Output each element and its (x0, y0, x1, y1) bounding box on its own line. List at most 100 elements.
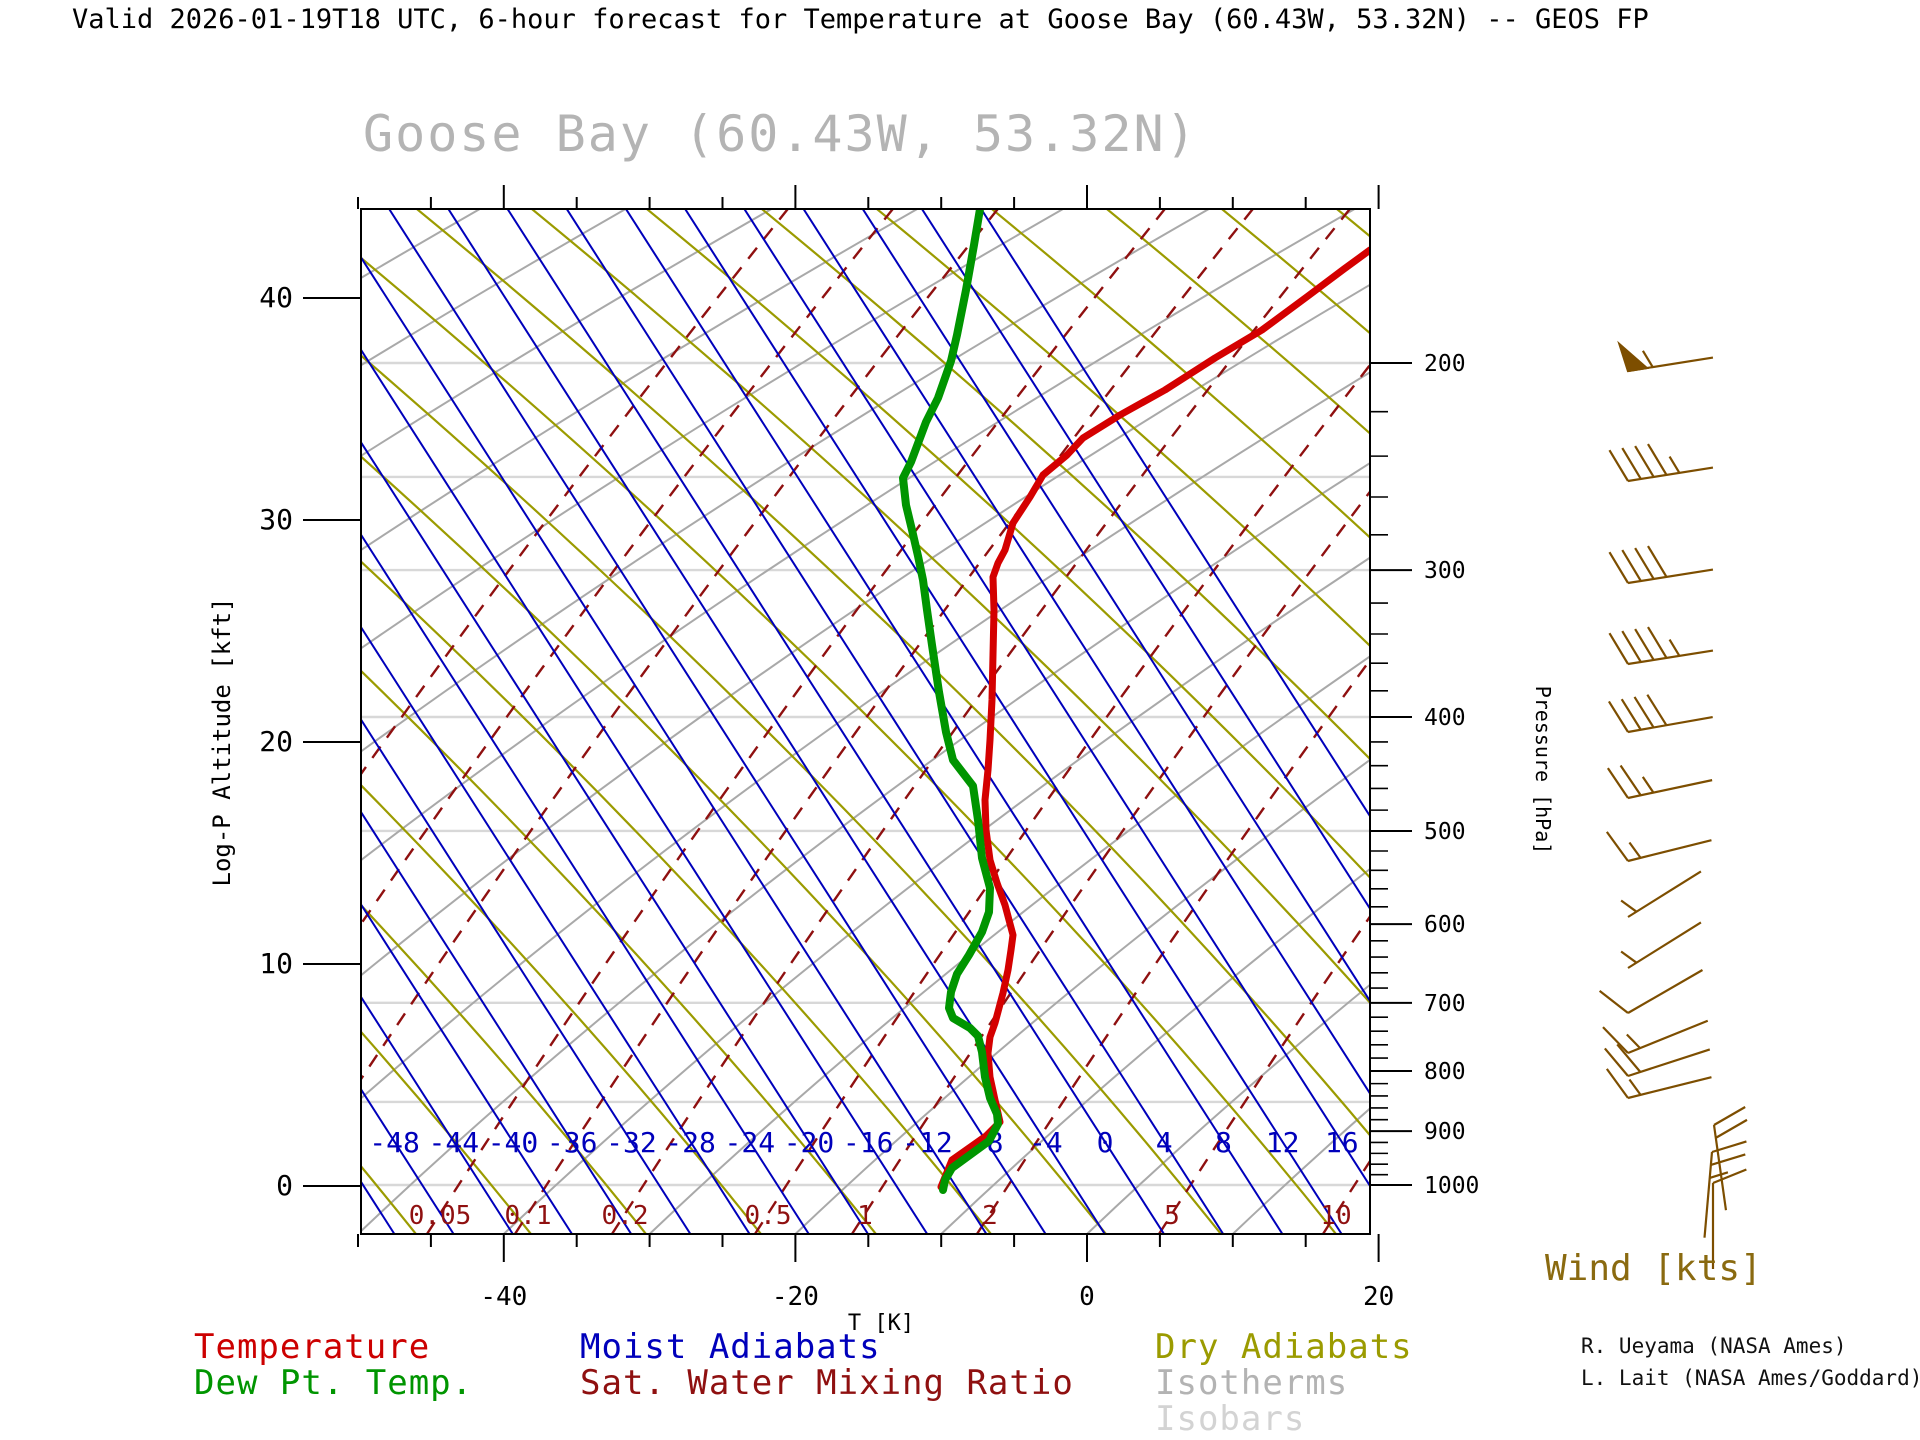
moist-adiabat-value-label: 12 (1266, 1126, 1300, 1159)
wind-units-label: Wind [kts] (1545, 1248, 1762, 1289)
mixing-ratio-line (425, 209, 1167, 1234)
right-axis-tick-label: 800 (1424, 1059, 1466, 1085)
wind-barb (1605, 831, 1712, 863)
isotherm-line (1086, 983, 1370, 1234)
mixing-ratio-value-label: 10 (1320, 1201, 1351, 1231)
right-axis-tick-label: 900 (1424, 1119, 1466, 1145)
moist-adiabat-line (0, 205, 335, 1234)
isotherm-line (940, 867, 1370, 1234)
moist-adiabat-value-label: -4 (1029, 1126, 1063, 1159)
legend-dry-adiabats: Dry Adiabats (1155, 1327, 1413, 1367)
moist-adiabat-line (361, 348, 929, 1234)
mixing-ratio-value-label: 1 (857, 1201, 873, 1231)
dry-adiabat-line (361, 669, 877, 1234)
legend-moist-adiabats: Moist Adiabats (580, 1327, 881, 1367)
mixing-ratio-line (513, 209, 1255, 1234)
moist-adiabat-line (624, 209, 1284, 1234)
mixing-ratio-line (975, 658, 1370, 1234)
right-axis-tick-label: 200 (1424, 351, 1466, 377)
left-axis-tick-label: 40 (259, 281, 293, 314)
isotherm-line (361, 209, 1066, 650)
moist-adiabat-value-label: -48 (369, 1126, 420, 1159)
x-axis-tick-label: -20 (772, 1282, 819, 1312)
mixing-ratio-line (1157, 914, 1370, 1234)
moist-adiabat-line (361, 255, 988, 1234)
wind-barb (1608, 545, 1714, 585)
moist-adiabat-value-label: -28 (665, 1126, 716, 1159)
credit-line-2: L. Lait (NASA Ames/Goddard) (1581, 1366, 1920, 1390)
wind-barb (1607, 694, 1713, 734)
isotherm-line (361, 209, 920, 552)
mixing-ratio-value-label: 2 (982, 1201, 998, 1231)
moist-adiabat-line (802, 209, 1370, 1096)
moist-adiabat-line (979, 209, 1370, 819)
credit-line-1: R. Ueyama (NASA Ames) (1581, 1334, 1847, 1358)
dry-adiabat-line (361, 1030, 532, 1234)
isotherm-line (361, 209, 774, 457)
dewpoint-profile-line (899, 209, 1002, 1194)
isotherm-line (361, 283, 1370, 977)
moist-adiabat-line (361, 625, 751, 1234)
moist-adiabat-line (361, 717, 692, 1234)
plot-frame (360, 208, 1371, 1235)
x-axis-tick-label: 20 (1363, 1282, 1394, 1312)
dry-adiabat-line (361, 256, 1337, 1234)
moist-adiabat-value-label: -12 (902, 1126, 953, 1159)
moist-adiabat-line (920, 209, 1370, 911)
wind-barb (1620, 921, 1702, 969)
isotherm-line (361, 371, 1370, 1100)
moist-adiabat-line (743, 209, 1370, 1188)
legend-isobars: Isobars (1155, 1399, 1306, 1439)
valid-time-header: Valid 2026-01-19T18 UTC, 6-hour forecast… (72, 4, 1649, 35)
dry-adiabat-line (875, 209, 1370, 648)
moist-adiabat-value-label: 0 (1097, 1126, 1114, 1159)
moist-adiabat-line (506, 209, 1165, 1234)
wind-barb (1703, 1140, 1747, 1238)
dry-adiabat-line (361, 354, 1222, 1234)
left-axis-title: Log-P Altitude [kft] (208, 598, 236, 887)
wind-barb (1620, 870, 1702, 918)
dry-adiabat-line (645, 209, 1370, 880)
wind-barb (1604, 1043, 1711, 1078)
moist-adiabat-line (361, 440, 869, 1234)
dry-adiabat-line (760, 209, 1370, 761)
mixing-ratio-line (1321, 1159, 1370, 1234)
moist-adiabat-line (447, 209, 1106, 1234)
mixing-ratio-value-label: 0.5 (745, 1201, 792, 1231)
right-axis-tick-label: 500 (1424, 819, 1466, 845)
dry-adiabat-line (415, 209, 1370, 1137)
legend-dewpoint: Dew Pt. Temp. (194, 1363, 474, 1403)
moist-adiabat-line (361, 902, 573, 1234)
dry-adiabat-line (1105, 209, 1370, 435)
moist-adiabat-line (565, 209, 1225, 1234)
isotherm-line (503, 556, 1370, 1234)
wind-barb (1617, 340, 1714, 373)
moist-adiabat-value-label: -40 (488, 1126, 539, 1159)
right-axis-tick-label: 300 (1424, 558, 1466, 584)
right-axis-tick-label: 1000 (1424, 1173, 1479, 1199)
dry-adiabat-line (361, 560, 992, 1234)
moist-adiabat-line (683, 209, 1343, 1234)
temperature-profile-line (937, 246, 1370, 1191)
mixing-ratio-line (753, 363, 1370, 1234)
wind-barb (1606, 764, 1713, 800)
dry-adiabat-line (361, 903, 647, 1234)
left-axis-tick-label: 10 (259, 947, 293, 980)
right-axis-tick-label: 700 (1424, 991, 1466, 1017)
isotherm-line (1232, 1107, 1370, 1234)
dry-adiabat-line (990, 209, 1370, 540)
wind-barb (1712, 1106, 1748, 1211)
isotherm-line (361, 209, 1211, 753)
x-axis-tick-label: 0 (1079, 1282, 1095, 1312)
isotherm-line (648, 655, 1370, 1234)
wind-barb (1602, 1019, 1709, 1055)
moist-adiabat-value-label: -44 (429, 1126, 480, 1159)
dry-adiabat-line (361, 783, 762, 1234)
moist-adiabat-value-label: -16 (843, 1126, 894, 1159)
left-axis-tick-label: 20 (259, 725, 293, 758)
right-axis-tick-label: 400 (1424, 705, 1466, 731)
x-axis-tick-label: -40 (480, 1282, 527, 1312)
